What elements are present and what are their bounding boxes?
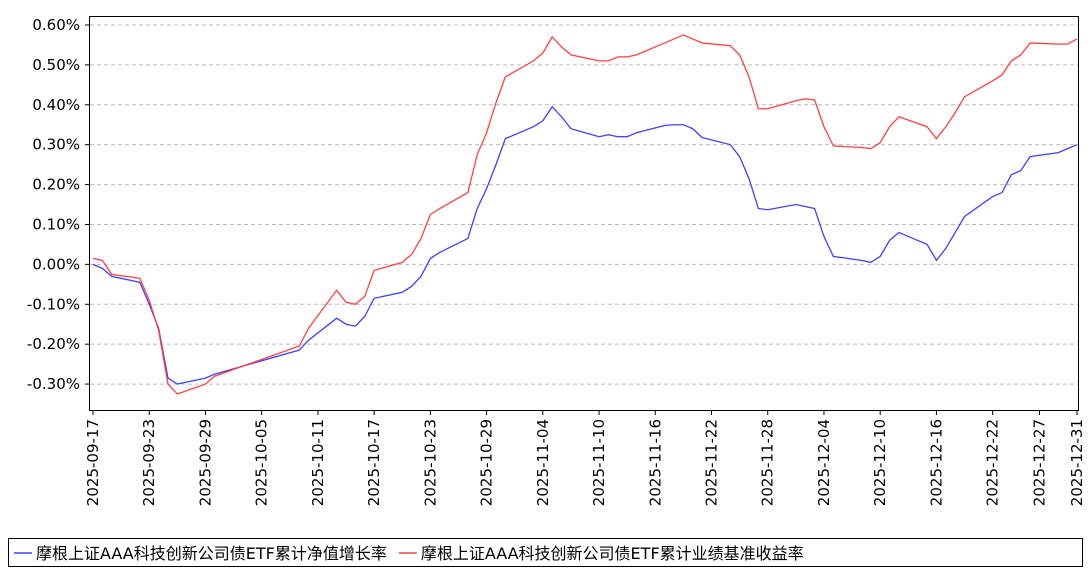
y-tick-label: 0.30% [32,136,80,154]
x-tick-label: 2025-12-10 [871,419,889,506]
x-tick-label: 2025-09-17 [84,419,102,506]
y-tick-label: 0.60% [32,16,80,34]
x-tick-label: 2025-11-22 [703,419,721,506]
x-tick-label: 2025-10-11 [309,419,327,506]
x-tick-label: 2025-11-28 [759,419,777,506]
y-tick-label: 0.00% [32,255,80,273]
x-tick-label: 2025-12-22 [984,419,1002,506]
y-tick-label: 0.10% [32,215,80,233]
x-tick-label: 2025-09-29 [196,419,214,506]
x-tick-label: 2025-10-29 [478,419,496,506]
x-tick-label: 2025-10-05 [253,419,271,506]
y-tick-label: -0.10% [27,295,80,313]
x-tick-label: 2025-10-23 [421,419,439,506]
legend: 摩根上证AAA科技创新公司债ETF累计净值增长率 摩根上证AAA科技创新公司债ET… [14,544,804,563]
x-tick-label: 2025-12-31 [1068,419,1086,506]
series-line [92,34,1078,395]
y-tick-label: 0.40% [32,96,80,114]
x-tick-label: 2025-12-04 [815,419,833,506]
x-tick-label: 2025-09-23 [140,419,158,506]
x-tick-label: 2025-12-16 [927,419,945,506]
y-tick-label: 0.50% [32,56,80,74]
x-tick-label: 2025-11-04 [534,419,552,506]
x-tick-label: 2025-11-10 [590,419,608,506]
legend-box [8,538,1083,567]
legend-label: 摩根上证AAA科技创新公司债ETF累计业绩基准收益率 [421,544,804,563]
y-tick-label: -0.30% [27,375,80,393]
x-tick-label: 2025-12-27 [1031,419,1049,506]
y-tick-label: 0.20% [32,176,80,194]
series-line [92,105,1078,385]
legend-label: 摩根上证AAA科技创新公司债ETF累计净值增长率 [36,544,387,563]
plot-frame [89,16,1079,411]
x-tick-label: 2025-10-17 [365,419,383,506]
x-tick-label: 2025-11-16 [646,419,664,506]
y-tick-label: -0.20% [27,335,80,353]
